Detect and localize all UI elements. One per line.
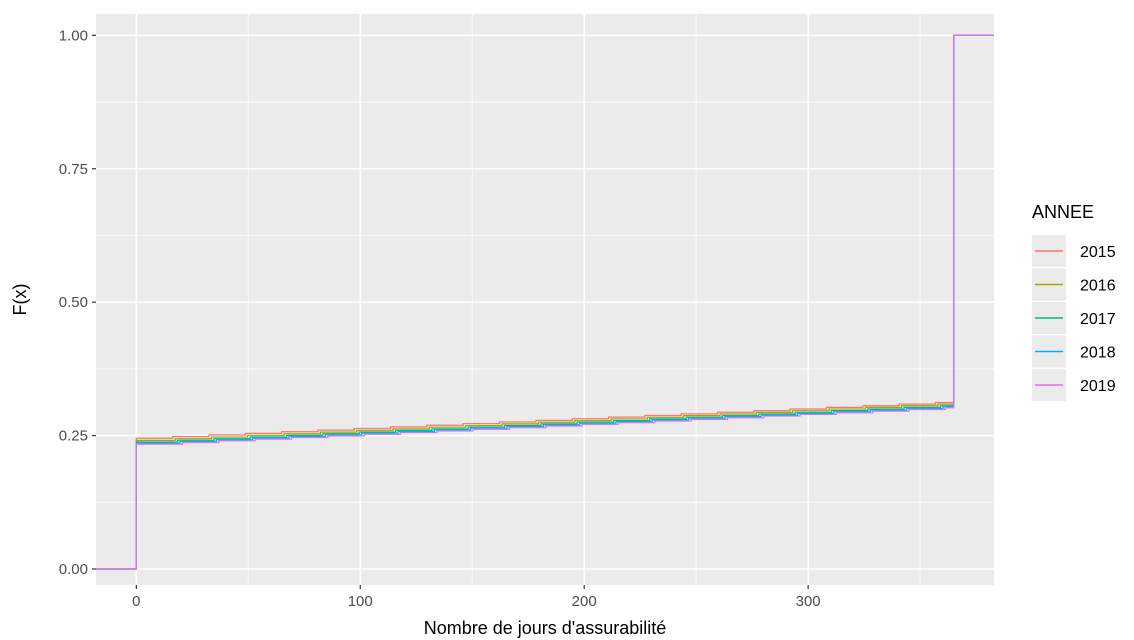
series-2016 [96, 34, 994, 570]
x-tick-label: 300 [796, 593, 821, 610]
y-tick-label: 0.25 [59, 428, 88, 445]
legend-item-2016: 2016 [1032, 268, 1116, 301]
legend: ANNEE 2015 2016 2017 2018 2019 [1032, 202, 1116, 401]
x-tick-label: 0 [132, 593, 140, 610]
y-axis-title: F(x) [10, 284, 30, 316]
series-line-2018 [96, 34, 994, 570]
legend-item-2017: 2017 [1032, 302, 1116, 334]
legend-item-2018: 2018 [1032, 335, 1116, 368]
legend-items: 2015 2016 2017 2018 2019 [1032, 235, 1116, 401]
y-axis-ticks: 0.00 0.25 0.50 0.75 1.00 [59, 27, 96, 578]
series-2017 [96, 34, 994, 570]
series-layer [96, 34, 994, 570]
series-line-2017 [96, 34, 994, 570]
x-axis-title: Nombre de jours d'assurabilité [424, 618, 667, 638]
series-line-2015 [96, 34, 994, 570]
y-tick-label: 0.00 [59, 561, 88, 578]
y-tick-label: 0.75 [59, 161, 88, 178]
y-tick-label: 1.00 [59, 27, 88, 44]
legend-title: ANNEE [1032, 202, 1094, 222]
series-2019 [96, 34, 994, 570]
x-tick-label: 200 [572, 593, 597, 610]
legend-label: 2017 [1080, 311, 1116, 328]
legend-item-2019: 2019 [1032, 369, 1116, 401]
x-tick-label: 100 [348, 593, 373, 610]
legend-label: 2016 [1080, 278, 1116, 295]
series-2018 [96, 34, 994, 570]
legend-label: 2015 [1080, 244, 1116, 261]
legend-item-2015: 2015 [1032, 235, 1116, 267]
legend-label: 2018 [1080, 345, 1116, 362]
grid-minor [96, 14, 994, 585]
series-line-2016 [96, 34, 994, 570]
x-axis-ticks: 0 100 200 300 [132, 585, 821, 610]
series-2015 [96, 34, 994, 570]
legend-label: 2019 [1080, 378, 1116, 395]
y-tick-label: 0.50 [59, 294, 88, 311]
plot-panel [96, 14, 994, 585]
series-line-2019 [96, 34, 994, 570]
